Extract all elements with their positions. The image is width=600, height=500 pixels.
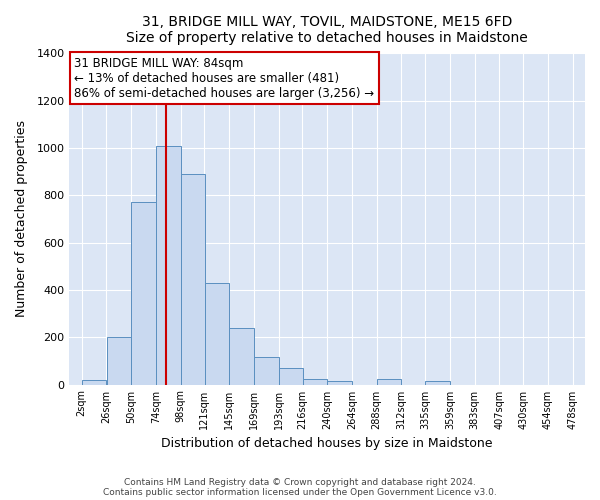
Bar (302, 380, 327, 384)
Title: 31, BRIDGE MILL WAY, TOVIL, MAIDSTONE, ME15 6FD
Size of property relative to det: 31, BRIDGE MILL WAY, TOVIL, MAIDSTONE, M… (126, 15, 528, 45)
Text: Contains HM Land Registry data © Crown copyright and database right 2024.
Contai: Contains HM Land Registry data © Crown c… (103, 478, 497, 497)
Text: 31 BRIDGE MILL WAY: 84sqm
← 13% of detached houses are smaller (481)
86% of semi: 31 BRIDGE MILL WAY: 84sqm ← 13% of detac… (74, 56, 374, 100)
Bar (377, 380, 401, 384)
Bar (229, 328, 254, 384)
Bar (279, 368, 303, 384)
Bar (205, 283, 229, 384)
Bar (425, 381, 450, 384)
Bar (131, 202, 156, 384)
Bar (82, 380, 106, 384)
X-axis label: Distribution of detached houses by size in Maidstone: Distribution of detached houses by size … (161, 437, 493, 450)
Bar (181, 174, 205, 384)
Bar (254, 358, 278, 384)
Y-axis label: Number of detached properties: Number of detached properties (15, 120, 28, 318)
Bar (156, 146, 181, 384)
Bar (328, 381, 352, 384)
Bar (107, 337, 131, 384)
